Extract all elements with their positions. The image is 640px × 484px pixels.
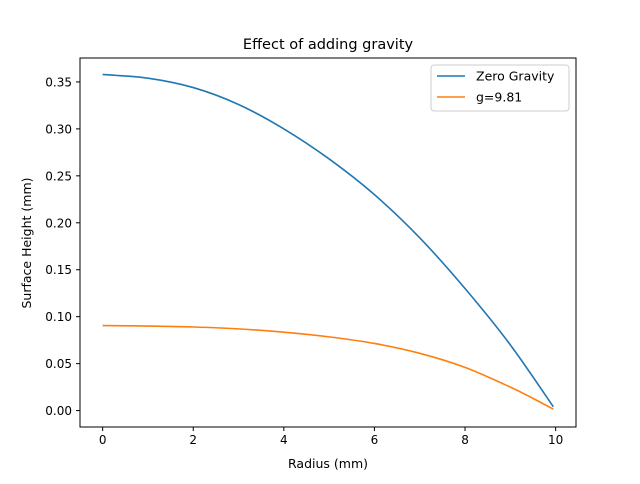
x-tick-label: 2 (189, 433, 197, 447)
y-tick-label: 0.10 (45, 310, 72, 324)
legend-label: Zero Gravity (476, 69, 555, 84)
x-tick-label: 6 (371, 433, 379, 447)
series-line-2 (102, 324, 554, 410)
x-tick-label: 0 (99, 433, 107, 447)
x-axis-label: Radius (mm) (288, 456, 368, 471)
y-tick-label: 0.30 (45, 122, 72, 136)
legend: Zero Gravity g=9.81 (430, 64, 570, 112)
y-tick-label: 0.25 (45, 169, 72, 183)
legend-label: g=9.81 (476, 90, 522, 105)
axes-frame (79, 57, 577, 428)
y-tick-label: 0.00 (45, 404, 72, 418)
chart-title: Effect of adding gravity (243, 37, 414, 53)
x-tick-label: 8 (461, 433, 469, 447)
x-tick-label: 4 (280, 433, 288, 447)
series-line-1 (102, 73, 555, 408)
y-tick-label: 0.20 (45, 216, 72, 230)
legend-box (430, 64, 570, 112)
y-tick-label: 0.15 (45, 263, 72, 277)
plot-area: 0 2 4 6 8 10 0.00 0.05 0.10 0.15 0.20 0.25 0.30 0.35 (45, 73, 563, 447)
y-tick-label: 0.05 (45, 357, 72, 371)
y-axis-label: Surface Height (mm) (19, 178, 34, 309)
y-tick-label: 0.35 (45, 75, 72, 89)
x-tick-label: 10 (548, 433, 563, 447)
